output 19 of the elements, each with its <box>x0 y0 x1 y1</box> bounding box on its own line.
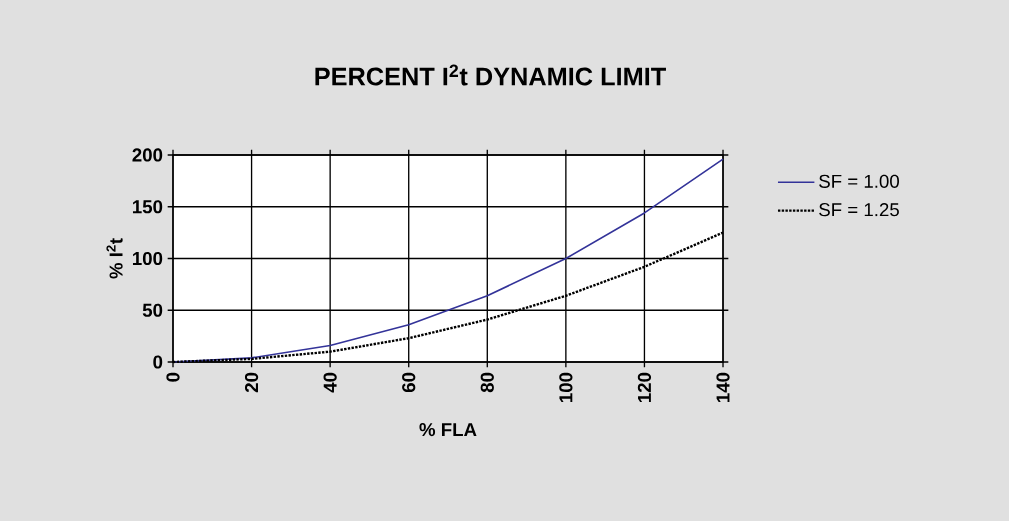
y-axis-title: % I$^{2}$t <box>106 238 123 279</box>
legend-label: SF = 1.00 <box>819 174 899 188</box>
y-tick-label: 50 <box>142 303 163 317</box>
x-tick-label: 0 <box>166 372 180 382</box>
y-tick-label: 200 <box>132 148 163 162</box>
chart-title: PERCENT I$^{2}$t DYNAMIC LIMIT <box>315 64 666 86</box>
x-tick-label: 140 <box>716 372 730 403</box>
x-tick-label: 100 <box>559 372 573 403</box>
legend-label: SF = 1.25 <box>819 203 899 217</box>
x-tick-label: 20 <box>244 372 259 393</box>
y-tick-label: 0 <box>153 355 163 369</box>
x-tick-label: 80 <box>480 372 494 393</box>
y-tick-label: 150 <box>132 200 163 214</box>
x-tick-label: 40 <box>323 372 337 393</box>
y-tick-label: 100 <box>132 251 163 266</box>
x-axis-title: % FLA <box>419 423 477 437</box>
line-series <box>172 158 724 363</box>
x-tick-label: 120 <box>637 372 652 403</box>
x-tick-label: 60 <box>402 372 416 393</box>
